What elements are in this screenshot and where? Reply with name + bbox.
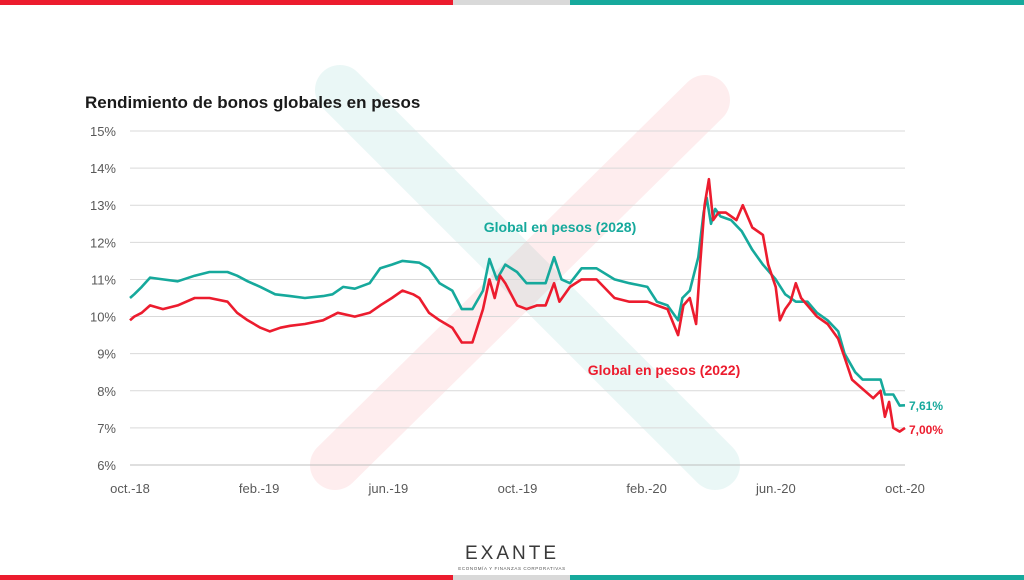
top-band-gray <box>453 0 570 5</box>
y-tick-label: 14% <box>90 161 116 176</box>
x-tick-label: jun.-19 <box>367 481 408 496</box>
legend-label-2028: Global en pesos (2028) <box>484 219 637 235</box>
x-tick-label: jun.-20 <box>755 481 796 496</box>
series-lines <box>129 177 906 433</box>
annotations: Global en pesos (2028) Global en pesos (… <box>484 219 944 437</box>
y-tick-label: 10% <box>90 310 116 325</box>
grid-lines <box>130 130 905 429</box>
end-value-2028: 7,61% <box>909 399 943 413</box>
y-axis-ticks: 15% 14% 13% 12% 11% 10% 9% 8% 7% 6% <box>90 124 116 473</box>
legend-label-2022: Global en pesos (2022) <box>588 362 741 378</box>
watermark-x <box>310 65 740 490</box>
x-tick-label: oct.-19 <box>498 481 538 496</box>
top-band-teal <box>570 0 1024 5</box>
y-tick-label: 8% <box>97 384 116 399</box>
bottom-band-gray <box>453 575 570 580</box>
y-tick-label: 12% <box>90 235 116 250</box>
logo-tagline: ECONOMÍA Y FINANZAS CORPORATIVAS <box>458 566 566 571</box>
y-tick-label: 15% <box>90 124 116 139</box>
y-tick-label: 9% <box>97 347 116 362</box>
y-tick-label: 13% <box>90 198 116 213</box>
x-tick-label: feb.-20 <box>626 481 666 496</box>
y-tick-label: 11% <box>91 272 116 287</box>
x-tick-label: feb.-19 <box>239 481 279 496</box>
x-tick-label: oct.-18 <box>110 481 150 496</box>
logo-name: EXANTE <box>464 543 560 564</box>
y-tick-label: 7% <box>97 421 116 436</box>
top-band-red <box>0 0 453 5</box>
bottom-band-teal <box>570 575 1024 580</box>
y-tick-label: 6% <box>97 458 116 473</box>
chart-title: Rendimiento de bonos globales en pesos <box>85 93 421 112</box>
series-line-2022 <box>129 177 906 433</box>
series-line-2028 <box>129 196 906 407</box>
bottom-band-red <box>0 575 453 580</box>
exante-logo: EXANTE ECONOMÍA Y FINANZAS CORPORATIVAS <box>457 543 567 571</box>
x-axis-ticks: oct.-18 feb.-19 jun.-19 oct.-19 feb.-20 jun.-… <box>110 481 925 496</box>
end-value-2022: 7,00% <box>909 423 943 437</box>
x-tick-label: oct.-20 <box>885 481 925 496</box>
